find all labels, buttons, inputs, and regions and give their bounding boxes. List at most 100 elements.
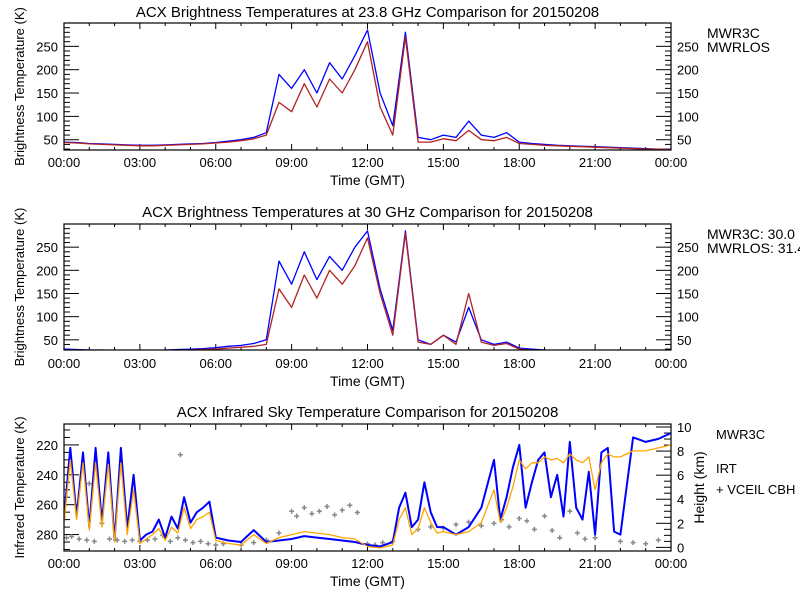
plot-frame bbox=[63, 22, 672, 151]
x-tick-label: 18:00 bbox=[503, 556, 536, 571]
scatter-point bbox=[301, 505, 307, 511]
scatter-point bbox=[542, 513, 548, 519]
scatter-point bbox=[107, 536, 113, 542]
y-tick-label: 100 bbox=[36, 109, 58, 124]
x-tick-label: 09:00 bbox=[275, 155, 308, 170]
x-tick-label: 00:00 bbox=[48, 356, 81, 371]
x-tick-label: 09:00 bbox=[275, 556, 308, 571]
y2-tick-label: 4 bbox=[677, 492, 684, 507]
scatter-point bbox=[332, 512, 338, 518]
x-tick-label: 15:00 bbox=[427, 155, 460, 170]
scatter-point bbox=[190, 540, 196, 546]
scatter-point bbox=[316, 508, 322, 514]
x-tick-label: 15:00 bbox=[427, 556, 460, 571]
y-tick-label: 250 bbox=[36, 240, 58, 255]
panel-2: ACX Brightness Temperatures at 30 GHz Co… bbox=[12, 204, 800, 389]
scatter-point bbox=[630, 540, 636, 546]
y2-tick-label: 8 bbox=[677, 444, 684, 459]
panel-3: ACX Infrared Sky Temperature Comparison … bbox=[12, 404, 795, 589]
chart-title: ACX Infrared Sky Temperature Comparison … bbox=[177, 404, 559, 421]
x-tick-label: 21:00 bbox=[579, 556, 612, 571]
y-tick-label: 260 bbox=[36, 498, 58, 513]
legend-entry: MWRLOS bbox=[707, 39, 770, 55]
scatter-point bbox=[294, 513, 300, 519]
x-tick-label: 06:00 bbox=[199, 356, 232, 371]
plot-frame bbox=[63, 423, 672, 552]
y-tick-label: 250 bbox=[36, 39, 58, 54]
scatter-point bbox=[86, 481, 92, 487]
scatter-point bbox=[617, 538, 623, 544]
scatter-point bbox=[582, 536, 588, 542]
x-tick-label: 09:00 bbox=[275, 356, 308, 371]
series-line-mwr3c bbox=[64, 230, 575, 350]
y2-axis-label: Height (km) bbox=[691, 451, 707, 523]
scatter-point bbox=[453, 522, 459, 528]
y-right-tick-label: 150 bbox=[677, 86, 699, 101]
x-tick-label: 00:00 bbox=[655, 155, 688, 170]
y-right-tick-label: 250 bbox=[677, 240, 699, 255]
scatter-point bbox=[64, 535, 70, 541]
x-tick-label: 03:00 bbox=[124, 155, 157, 170]
y-tick-label: 150 bbox=[36, 286, 58, 301]
scatter-point bbox=[339, 507, 345, 513]
scatter-point bbox=[289, 508, 295, 514]
x-axis-label: Time (GMT) bbox=[330, 373, 405, 389]
series-line-mwrlos bbox=[64, 232, 550, 350]
scatter-point bbox=[567, 508, 573, 514]
y-tick-label: 280 bbox=[36, 528, 58, 543]
x-tick-label: 00:00 bbox=[655, 356, 688, 371]
legend-entry: MWR3C bbox=[707, 25, 760, 41]
scatter-point bbox=[655, 537, 661, 543]
plot-frame bbox=[63, 223, 672, 351]
scatter-point bbox=[574, 530, 580, 536]
series-line-irt bbox=[64, 444, 671, 549]
scatter-point bbox=[524, 518, 530, 524]
y-right-tick-label: 150 bbox=[677, 286, 699, 301]
scatter-point bbox=[506, 524, 512, 530]
y-tick-label: 150 bbox=[36, 86, 58, 101]
scatter-point bbox=[643, 541, 649, 547]
y-right-tick-label: 200 bbox=[677, 263, 699, 278]
scatter-point bbox=[478, 523, 484, 529]
x-tick-label: 18:00 bbox=[503, 356, 536, 371]
panel-1: ACX Brightness Temperatures at 23.8 GHz … bbox=[12, 4, 770, 188]
y-tick-label: 200 bbox=[36, 263, 58, 278]
scatter-point bbox=[205, 541, 211, 547]
scatter-point bbox=[152, 536, 158, 542]
scatter-point bbox=[428, 524, 434, 530]
scatter-point bbox=[557, 535, 563, 541]
x-tick-label: 00:00 bbox=[48, 155, 81, 170]
series-line-mwr3c bbox=[64, 29, 671, 150]
scatter-point bbox=[491, 520, 497, 526]
legend-entry: MWR3C: 30.0 bbox=[707, 226, 795, 242]
x-tick-label: 00:00 bbox=[48, 556, 81, 571]
scatter-point bbox=[91, 538, 97, 544]
y2-tick-label: 0 bbox=[677, 540, 684, 555]
x-tick-label: 03:00 bbox=[124, 356, 157, 371]
y-tick-label: 50 bbox=[44, 333, 58, 348]
legend-entry: IRT bbox=[716, 461, 737, 476]
scatter-point bbox=[76, 536, 82, 542]
chart-title: ACX Brightness Temperatures at 30 GHz Co… bbox=[142, 204, 593, 221]
scatter-point bbox=[516, 515, 522, 521]
scatter-point bbox=[380, 540, 386, 546]
legend-entry: MWR3C bbox=[716, 427, 765, 442]
scatter-point bbox=[276, 530, 282, 536]
scatter-point bbox=[122, 538, 128, 544]
x-tick-label: 21:00 bbox=[579, 155, 612, 170]
x-tick-label: 06:00 bbox=[199, 155, 232, 170]
scatter-point bbox=[84, 537, 90, 543]
y-right-tick-label: 100 bbox=[677, 310, 699, 325]
y-right-tick-label: 250 bbox=[677, 39, 699, 54]
scatter-point bbox=[251, 540, 257, 546]
scatter-point bbox=[309, 511, 315, 517]
scatter-point bbox=[177, 452, 183, 458]
legend-entry: + VCEIL CBH bbox=[716, 482, 795, 497]
y-right-tick-label: 200 bbox=[677, 63, 699, 78]
scatter-point bbox=[592, 535, 598, 541]
x-tick-label: 00:00 bbox=[655, 556, 688, 571]
scatter-point bbox=[531, 526, 537, 532]
series-line-mwrlos bbox=[64, 36, 671, 150]
scatter-point bbox=[182, 537, 188, 543]
